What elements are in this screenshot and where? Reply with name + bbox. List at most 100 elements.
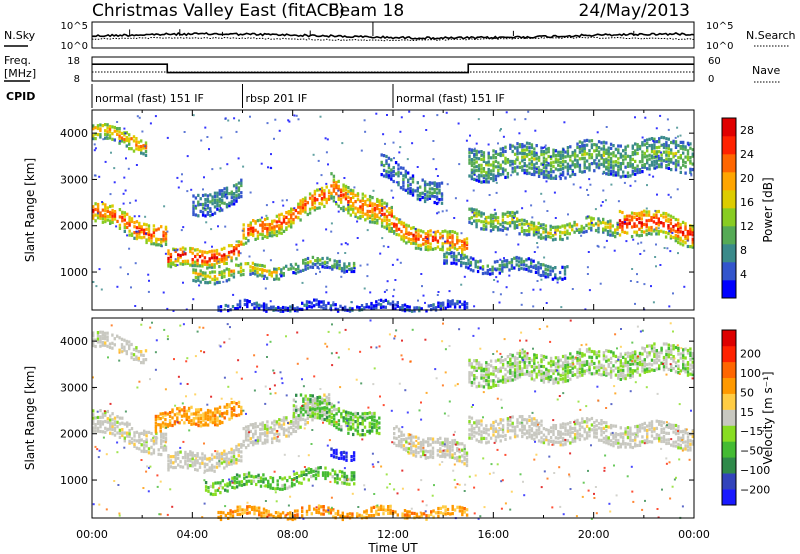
heatmap-cell [662,435,666,439]
heatmap-cell [652,215,656,219]
heatmap-cell [437,291,440,293]
heatmap-cell [489,172,493,176]
heatmap-cell [609,169,613,173]
heatmap-cell [503,265,506,269]
heatmap-cell [273,227,276,231]
heatmap-cell [236,307,239,311]
heatmap-cell [218,461,221,465]
heatmap-cell [554,160,558,164]
heatmap-cell [547,150,550,154]
heatmap-cell [448,445,452,449]
heatmap-cell [691,233,694,237]
heatmap-cell [470,362,474,366]
heatmap-cell [496,216,500,220]
heatmap-cell [573,419,577,423]
heatmap-cell [593,431,596,435]
heatmap-cell [520,266,523,270]
heatmap-cell [213,275,217,279]
heatmap-cell [375,431,379,435]
heatmap-cell [482,151,486,155]
heatmap-cell [643,283,646,286]
heatmap-cell [349,213,352,217]
heatmap-cell [509,371,512,375]
heatmap-cell [206,281,209,285]
heatmap-cell [573,163,577,167]
heatmap-cell [93,149,96,152]
heatmap-cell [411,188,415,192]
heatmap-cell [405,223,408,227]
heatmap-cell [259,479,263,483]
heatmap-cell [556,225,559,229]
heatmap-cell [292,207,295,212]
heatmap-cell [120,337,124,341]
heatmap-cell [547,369,550,373]
heatmap-cell [667,213,670,217]
heatmap-cell [578,140,582,144]
heatmap-cell [691,154,694,158]
heatmap-cell [403,303,407,307]
heatmap-cell [461,442,464,446]
heatmap-cell [440,197,444,201]
heatmap-cell [323,401,326,405]
heatmap-cell [352,201,355,206]
heatmap-cell [686,229,690,234]
heatmap-cell [232,198,236,202]
heatmap-cell [605,148,608,152]
heatmap-cell [475,160,478,164]
heatmap-cell [356,305,359,309]
heatmap-cell [511,365,514,369]
heatmap-cell [271,421,274,425]
heatmap-cell [120,131,124,135]
heatmap-cell [652,220,656,224]
heatmap-cell [679,140,682,144]
heatmap-cell [645,207,648,210]
heatmap-cell [689,142,692,146]
heatmap-cell [569,441,572,445]
heatmap-cell [194,248,197,252]
heatmap-cell [487,176,490,180]
heatmap-cell [292,212,295,216]
heatmap-cell [674,440,678,444]
heatmap-cell [612,151,615,155]
heatmap-cell [682,151,685,155]
heatmap-cell [135,237,139,241]
heatmap-cell [643,165,646,169]
heatmap-cell [399,171,403,175]
heatmap-cell [527,224,530,227]
heatmap-cell [549,161,553,165]
heatmap-cell [549,426,553,430]
heatmap-cell [658,140,661,144]
heatmap-cell [271,437,274,441]
heatmap-cell [371,418,374,422]
heatmap-cell [653,137,656,141]
heatmap-cell [617,148,620,152]
heatmap-cell [286,479,289,483]
heatmap-cell [138,232,141,236]
heatmap-cell [566,146,570,150]
heatmap-cell [434,247,437,251]
heatmap-cell [128,422,131,426]
heatmap-cell [247,233,250,237]
heatmap-cell [600,141,603,145]
heatmap-cell [323,406,326,410]
heatmap-cell [607,152,610,156]
heatmap-cell [302,399,305,404]
heatmap-cell [492,433,495,437]
heatmap-cell [682,433,685,437]
heatmap-cell [520,229,524,233]
heatmap-cell [636,145,639,149]
heatmap-cell [368,214,372,218]
heatmap-cell [532,233,536,237]
heatmap-cell [468,158,471,162]
heatmap-cell [494,368,498,372]
heatmap-cell [301,307,304,311]
heatmap-cell [585,433,589,437]
heatmap-cell [475,419,478,423]
heatmap-cell [619,175,622,179]
heatmap-cell [442,301,445,305]
heatmap-cell [559,225,562,229]
heatmap-cell [189,453,192,457]
heatmap-cell [214,489,217,493]
heatmap-cell [426,182,429,186]
power-colorbar-label: Power [dB] [761,177,775,242]
